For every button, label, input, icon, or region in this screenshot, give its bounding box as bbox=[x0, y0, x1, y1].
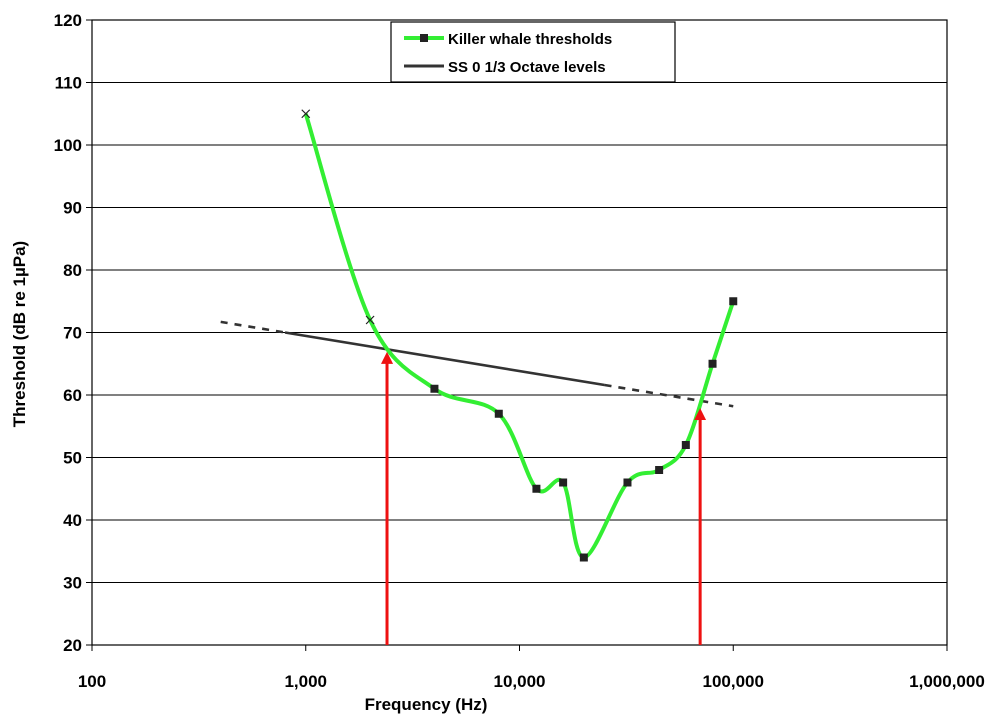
data-point-square bbox=[532, 484, 541, 493]
data-point-square bbox=[655, 466, 664, 474]
x-tick-label: 1,000,000 bbox=[909, 672, 985, 691]
y-tick-label: 30 bbox=[63, 574, 82, 593]
data-point-square bbox=[430, 384, 439, 393]
y-tick-label: 40 bbox=[63, 511, 82, 530]
x-tick-label: 100 bbox=[78, 672, 106, 691]
data-point-square bbox=[579, 553, 588, 562]
data-point-square bbox=[623, 478, 632, 487]
data-point-cross bbox=[301, 109, 311, 119]
y-tick-label: 120 bbox=[54, 11, 82, 30]
ss-solid-segment bbox=[284, 331, 605, 387]
y-tick-label: 100 bbox=[54, 136, 82, 155]
legend-whale-marker bbox=[420, 34, 428, 42]
y-tick-label: 20 bbox=[63, 636, 82, 655]
data-point-square bbox=[729, 297, 738, 306]
y-tick-label: 60 bbox=[63, 386, 82, 405]
y-axis-title: Threshold (dB re 1µPa) bbox=[10, 241, 29, 427]
legend-ss-label: SS 0 1/3 Octave levels bbox=[448, 59, 606, 76]
x-tick-label: 1,000 bbox=[284, 672, 327, 691]
data-point-square bbox=[559, 478, 568, 487]
killer-whale-curve bbox=[303, 113, 736, 560]
x-tick-label: 100,000 bbox=[703, 672, 764, 691]
data-point-square bbox=[494, 409, 503, 418]
y-tick-label: 80 bbox=[63, 261, 82, 280]
x-axis-title: Frequency (Hz) bbox=[365, 695, 488, 714]
ss-octave-series bbox=[220, 320, 734, 408]
data-point-square bbox=[708, 359, 717, 368]
threshold-arrows bbox=[381, 351, 707, 645]
legend-box bbox=[390, 21, 676, 83]
killer-whale-series bbox=[301, 109, 738, 562]
y-tick-label: 110 bbox=[55, 74, 82, 93]
y-tick-label: 70 bbox=[63, 324, 82, 343]
data-point-cross bbox=[365, 315, 375, 325]
data-point-square bbox=[681, 441, 690, 449]
y-tick-label: 90 bbox=[63, 199, 82, 218]
y-tick-label: 50 bbox=[63, 449, 82, 468]
ss-dashed-extension bbox=[604, 383, 734, 408]
legend-whale-label: Killer whale thresholds bbox=[448, 31, 612, 48]
legend: Killer whale thresholds SS 0 1/3 Octave … bbox=[390, 21, 676, 83]
ss-dashed-extension bbox=[220, 320, 286, 334]
x-tick-label: 10,000 bbox=[494, 672, 546, 691]
y-axis-ticks: 20 30 40 50 60 70 80 90 100 110 120 bbox=[54, 11, 92, 655]
x-axis-ticks: 100 1,000 10,000 100,000 1,000,000 bbox=[78, 645, 985, 691]
gridlines bbox=[92, 19, 947, 646]
